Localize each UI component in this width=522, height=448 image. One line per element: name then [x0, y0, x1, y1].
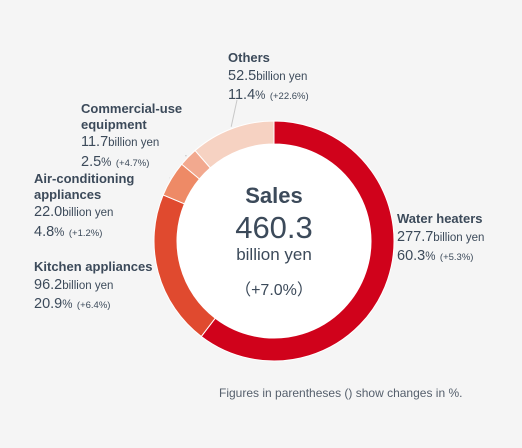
slice-name: Others [228, 50, 270, 65]
slice-unit: billion yen [108, 137, 160, 150]
footnote: Figures in parentheses () show changes i… [219, 386, 463, 400]
slice-unit: billion yen [433, 231, 485, 244]
slice-change: (+1.2%) [68, 227, 103, 239]
label-commercial-use: Commercial-use equipment 11.7billion yen… [81, 101, 201, 171]
slice-name: Water heaters [397, 211, 483, 226]
slice-pct: % [54, 226, 65, 239]
donut-center-disc [177, 144, 371, 338]
slice-share: 20.9 [34, 295, 63, 312]
label-kitchen-appliances: Kitchen appliances 96.2billion yen 20.9%… [34, 259, 152, 313]
slice-pct: % [101, 156, 112, 169]
slice-change: (+4.7%) [115, 157, 150, 169]
slice-pct: % [425, 250, 436, 263]
leader-line-others [230, 99, 238, 127]
center-value: 460.3 [235, 210, 313, 245]
slice-share: 4.8 [34, 223, 55, 240]
label-others: Others 52.5billion yen 11.4% (+22.6%) [228, 50, 309, 104]
slice-share: 60.3 [397, 247, 426, 264]
slice-value: 52.5 [228, 67, 257, 84]
slice-unit: billion yen [62, 279, 114, 292]
slice-value: 277.7 [397, 228, 434, 245]
slice-name: Commercial-use equipment [81, 101, 183, 132]
slice-value: 22.0 [34, 204, 63, 221]
slice-value: 11.7 [81, 134, 109, 151]
slice-pct: % [255, 89, 266, 102]
slice-value: 96.2 [34, 276, 63, 293]
slice-unit: billion yen [62, 207, 114, 220]
slice-name: Air-conditioning appliances [34, 171, 135, 202]
slice-pct: % [62, 298, 73, 311]
label-water-heaters: Water heaters 277.7billion yen 60.3% (+5… [397, 211, 484, 265]
slice-unit: billion yen [256, 70, 308, 83]
center-title: Sales [245, 183, 303, 208]
slice-name: Kitchen appliances [34, 259, 153, 274]
slice-change: (+5.3%) [439, 251, 474, 263]
slice-change: (+22.6%) [269, 90, 309, 102]
slice-share: 2.5 [81, 153, 102, 170]
center-unit: billion yen [236, 245, 312, 264]
slice-change: (+6.4%) [76, 299, 111, 311]
center-change: （+7.0%） [235, 282, 313, 299]
slice-share: 11.4 [228, 86, 256, 103]
label-air-conditioning: Air-conditioning appliances 22.0billion … [34, 171, 169, 241]
